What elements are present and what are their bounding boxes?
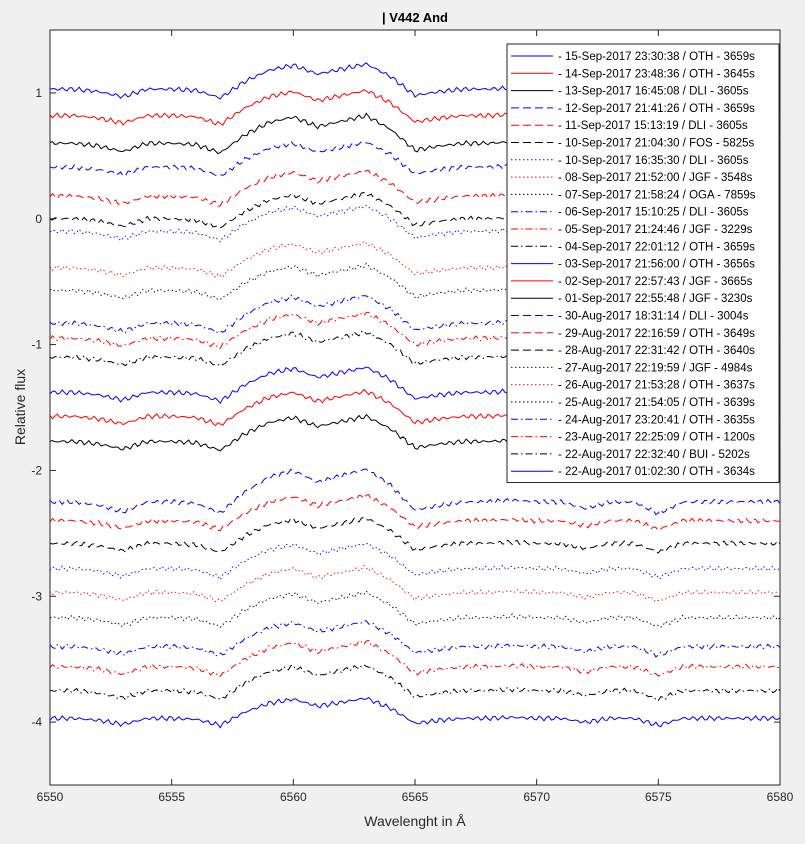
y-tick-label: -4 xyxy=(31,715,42,729)
legend-entry: - 27-Aug-2017 22:19:59 / JGF - 4984s xyxy=(558,362,753,374)
legend: - 15-Sep-2017 23:30:38 / OTH - 3659s - 14… xyxy=(506,43,780,483)
legend-entry: - 04-Sep-2017 22:01:12 / OTH - 3659s xyxy=(558,241,755,253)
legend-entry: - 07-Sep-2017 21:58:24 / OGA - 7859s xyxy=(558,189,756,201)
legend-entry: - 26-Aug-2017 21:53:28 / OTH - 3637s xyxy=(558,380,755,392)
legend-entry: - 24-Aug-2017 23:20:41 / OTH - 3635s xyxy=(558,414,755,426)
legend-entry: - 08-Sep-2017 21:52:00 / JGF - 3548s xyxy=(558,172,753,184)
y-tick-label: -2 xyxy=(31,463,42,477)
y-tick-label: -3 xyxy=(31,589,42,603)
x-axis-label: Wavelenght in Å xyxy=(364,813,466,829)
series-line xyxy=(50,542,780,581)
legend-entry: - 28-Aug-2017 22:31:42 / OTH - 3640s xyxy=(558,345,755,357)
legend-entry: - 29-Aug-2017 22:16:59 / OTH - 3649s xyxy=(558,328,755,340)
series-line xyxy=(50,564,780,603)
legend-entry: - 01-Sep-2017 22:55:48 / JGF - 3230s xyxy=(558,293,753,305)
legend-entry: - 05-Sep-2017 21:24:46 / JGF - 3229s xyxy=(558,224,753,236)
series-line xyxy=(50,664,780,702)
series-line xyxy=(50,330,780,367)
series-line xyxy=(50,590,780,628)
x-tick-label: 6580 xyxy=(767,790,794,804)
legend-entry: - 22-Aug-2017 01:02:30 / OTH - 3634s xyxy=(558,466,755,478)
x-tick-label: 6570 xyxy=(523,790,550,804)
legend-entry: - 23-Aug-2017 22:25:09 / OTH - 1200s xyxy=(558,432,755,444)
legend-entry: - 02-Sep-2017 22:57:43 / JGF - 3665s xyxy=(558,276,753,288)
y-axis-label: Relative flux xyxy=(12,369,28,445)
series-line xyxy=(50,240,780,278)
legend-entry: - 22-Aug-2017 22:32:40 / BUI - 5202s xyxy=(558,449,750,461)
legend-entry: - 06-Sep-2017 15:10:25 / DLI - 3605s xyxy=(558,207,749,219)
x-tick-label: 6550 xyxy=(37,790,64,804)
x-tick-label: 6560 xyxy=(280,790,307,804)
series-line xyxy=(50,468,780,516)
series-line xyxy=(50,696,780,729)
y-tick-label: 0 xyxy=(35,212,42,226)
chart-title: | V442 And xyxy=(382,10,448,25)
legend-entry: - 15-Sep-2017 23:30:38 / OTH - 3659s xyxy=(558,51,755,63)
y-tick-label: -1 xyxy=(31,338,42,352)
x-tick-label: 6565 xyxy=(402,790,429,804)
series-line xyxy=(50,639,780,677)
series-line xyxy=(50,516,780,554)
legend-entry: - 14-Sep-2017 23:48:36 / OTH - 3645s xyxy=(558,68,755,80)
series-line xyxy=(50,494,780,532)
legend-entry: - 12-Sep-2017 21:41:26 / OTH - 3659s xyxy=(558,103,755,115)
x-tick-label: 6575 xyxy=(645,790,672,804)
y-tick-label: 1 xyxy=(35,86,42,100)
legend-entry: - 03-Sep-2017 21:56:00 / OTH - 3656s xyxy=(558,259,755,271)
legend-entry: - 10-Sep-2017 21:04:30 / FOS - 5825s xyxy=(558,138,755,150)
legend-entry: - 25-Aug-2017 21:54:05 / OTH - 3639s xyxy=(558,397,755,409)
legend-entry: - 10-Sep-2017 16:35:30 / DLI - 3605s xyxy=(558,155,749,167)
x-tick-label: 6555 xyxy=(158,790,185,804)
legend-entry: - 30-Aug-2017 18:31:14 / DLI - 3004s xyxy=(558,311,749,323)
legend-entry: - 13-Sep-2017 16:45:08 / DLI - 3605s xyxy=(558,86,749,98)
legend-entry: - 11-Sep-2017 15:13:19 / DLI - 3605s xyxy=(558,120,748,132)
series-line xyxy=(50,169,780,208)
